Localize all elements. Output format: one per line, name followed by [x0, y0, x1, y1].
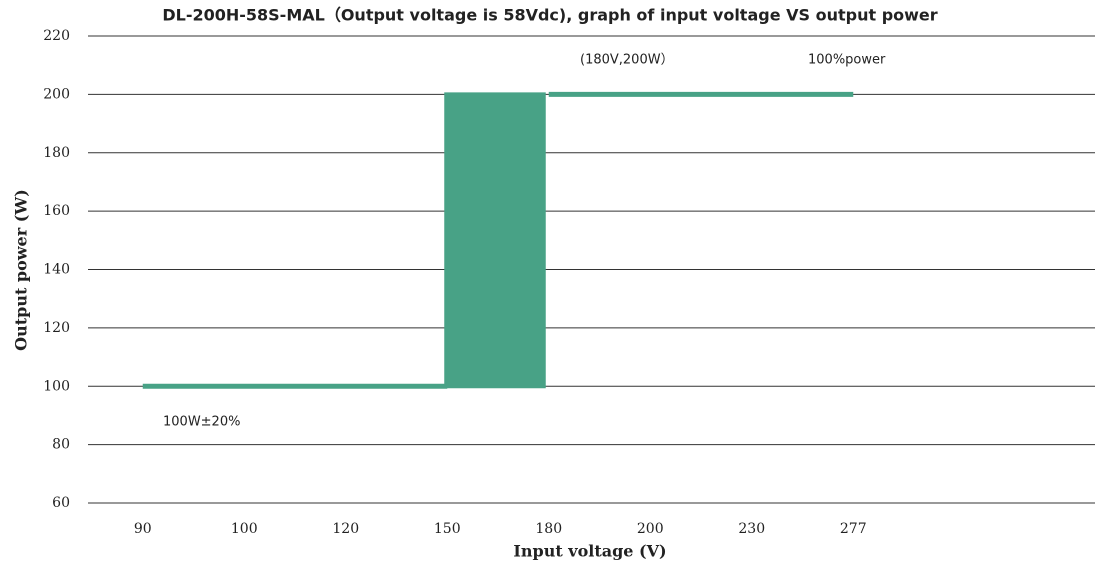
x-tick-label: 150: [434, 521, 461, 537]
y-axis-label: Output power (W): [12, 189, 31, 351]
x-tick-label: 277: [840, 521, 867, 537]
x-axis-label: Input voltage (V): [513, 542, 666, 561]
y-tick-label: 180: [43, 145, 70, 161]
y-tick-label: 100: [43, 378, 70, 394]
x-tick-label: 120: [332, 521, 359, 537]
y-tick-label: 160: [43, 203, 70, 219]
x-tick-label: 90: [134, 521, 152, 537]
y-tick-label: 80: [52, 437, 70, 453]
y-tick-label: 140: [43, 262, 70, 278]
annotation: 100%power: [808, 53, 886, 68]
annotation: (180V,200W）: [580, 53, 674, 68]
x-tick-label: 180: [535, 521, 562, 537]
annotation: 100W±20%: [163, 415, 240, 430]
x-tick-label: 200: [637, 521, 664, 537]
y-tick-label: 220: [43, 28, 70, 44]
chart-title: DL-200H-58S-MAL（Output voltage is 58Vdc)…: [162, 6, 937, 25]
x-tick-label: 230: [738, 521, 765, 537]
transition-band: [444, 92, 546, 389]
y-tick-label: 120: [43, 320, 70, 336]
x-tick-label: 100: [231, 521, 258, 537]
y-tick-label: 200: [43, 86, 70, 102]
y-tick-label: 60: [52, 495, 70, 511]
